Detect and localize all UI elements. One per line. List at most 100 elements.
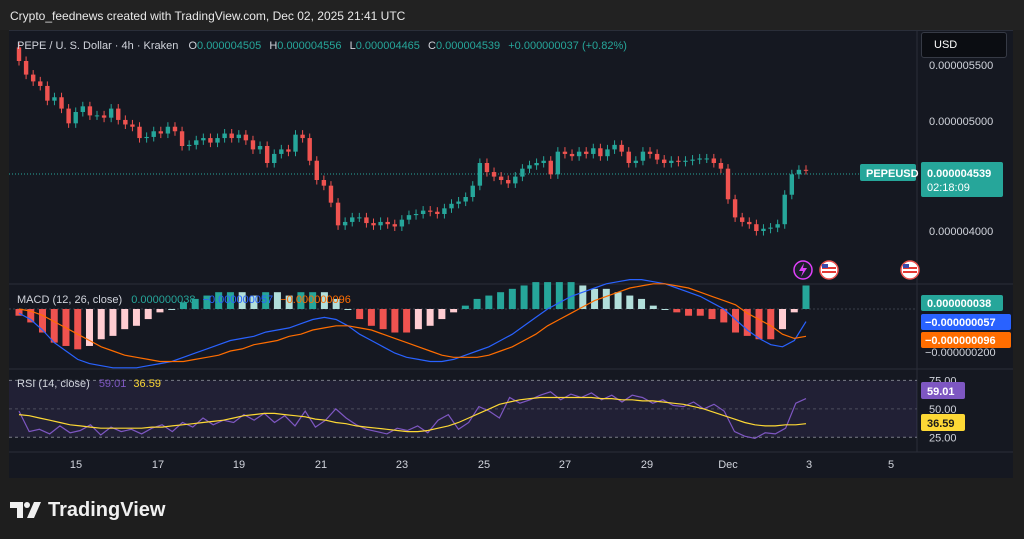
macd-histogram-bar (273, 292, 281, 309)
macd-histogram-bar (297, 292, 305, 309)
high-value: 0.000004556 (277, 40, 341, 52)
macd-histogram-bar (767, 309, 775, 340)
candle-body (761, 228, 766, 231)
macd-histogram-bar (450, 309, 458, 313)
macd-signal-value: −0.000000096 (280, 294, 351, 306)
candle-body (768, 227, 773, 229)
candle-body (562, 151, 568, 154)
macd-legend: MACD (12, 26, close) 0.000000038 −0.0000… (17, 294, 351, 306)
macd-histogram-bar (38, 309, 46, 333)
chart-panel[interactable]: 0.000005500 0.000005000 0.000004000 PEPE… (9, 30, 1013, 478)
candle-body (541, 160, 546, 163)
candle-body (328, 185, 334, 203)
time-tick-label: 25 (478, 459, 490, 471)
candle-body (73, 112, 78, 124)
candle-body (243, 134, 249, 141)
macd-histogram-bar (544, 282, 552, 309)
candle-body (506, 180, 511, 184)
us-flag-event-icon[interactable] (819, 260, 839, 280)
candle-body (208, 138, 213, 143)
macd-histogram-bar (579, 285, 587, 309)
candle-body (80, 106, 86, 112)
macd-histogram-bar (144, 309, 152, 320)
rsi-value: 59.01 (99, 378, 127, 390)
candle-body (286, 149, 291, 152)
candle-body (470, 185, 475, 197)
candle-body (612, 144, 617, 150)
macd-histogram-bar (97, 309, 105, 340)
candle-body (16, 47, 22, 61)
time-tick-label: 29 (641, 459, 653, 471)
macd-histogram-bar (226, 292, 234, 309)
candle-body (747, 221, 752, 225)
candle-body (357, 217, 362, 219)
candle-body (690, 159, 695, 161)
macd-histogram-bar (485, 295, 493, 309)
candle-body (513, 176, 518, 184)
candle-body (463, 197, 468, 202)
macd-histogram-bar (591, 288, 599, 309)
macd-line (18, 279, 807, 369)
macd-histogram-bar (508, 288, 516, 309)
candle-body (683, 160, 688, 162)
macd-histogram-bar (602, 288, 610, 309)
candle-body (116, 108, 121, 120)
candle-body (732, 199, 738, 218)
lightning-event-icon[interactable] (793, 260, 813, 280)
candle-body (725, 168, 731, 200)
candle-body (45, 85, 50, 101)
candle-body (754, 224, 759, 231)
high-label: H (269, 40, 277, 52)
candle-body (300, 134, 305, 139)
macd-histogram-bar (520, 285, 528, 309)
macd-histogram-bar (121, 309, 129, 330)
candle-body (498, 176, 504, 180)
chart-svg[interactable]: 0.000005500 0.000005000 0.000004000 PEPE… (9, 31, 1013, 478)
candle-body (250, 140, 256, 150)
candle-body (491, 172, 497, 177)
candle-body (186, 144, 192, 146)
caption-text: Crypto_feednews created with TradingView… (10, 9, 406, 23)
candle-body (66, 108, 71, 124)
macd-histogram-bar (720, 309, 728, 323)
candle-body (449, 203, 454, 209)
macd-histogram-bar (403, 309, 411, 333)
candle-body (172, 126, 178, 132)
time-tick-label: 15 (70, 459, 82, 471)
macd-histogram-bar (708, 309, 716, 320)
macd-histogram-bar (790, 309, 798, 313)
candle-body (137, 126, 142, 139)
macd-line-tag-label: −0.000000057 (925, 317, 996, 329)
tradingview-logo-icon (10, 502, 41, 518)
macd-histogram-bar (426, 309, 434, 326)
candle-body (94, 115, 100, 117)
macd-signal-tag-label: −0.000000096 (925, 335, 996, 347)
symbol-tag-label: PEPEUSD (866, 168, 919, 180)
candle-body (406, 215, 412, 220)
macd-histogram-bar (473, 298, 481, 309)
candle-body (428, 210, 433, 212)
candle-body (52, 97, 57, 101)
candle-body (364, 217, 369, 224)
candle-body (30, 74, 36, 82)
macd-line-value: −0.000000057 (203, 294, 274, 306)
low-value: 0.000004465 (356, 40, 420, 52)
candle-body (130, 124, 135, 127)
us-flag-event-icon[interactable] (900, 260, 920, 280)
macd-signal-line (18, 283, 807, 363)
candle-body (38, 81, 43, 86)
rsi-ma-value: 36.59 (133, 378, 161, 390)
macd-histogram-bar (320, 292, 328, 309)
currency-button[interactable]: USD (921, 32, 1007, 58)
candle-body (661, 159, 667, 163)
candle-body (392, 224, 397, 227)
symbol-label: PEPE / U. S. Dollar · 4h · Kraken (17, 40, 178, 52)
rsi-ma-tag (921, 414, 965, 431)
macd-histogram-bar (109, 309, 117, 336)
macd-histogram-bar (250, 295, 258, 309)
candle-body (144, 136, 149, 139)
price-tick-label: 0.000005000 (929, 116, 993, 128)
macd-histogram-bar (661, 309, 669, 310)
candle-body (640, 151, 646, 161)
change-value: +0.000000037 (+0.82%) (508, 40, 627, 52)
